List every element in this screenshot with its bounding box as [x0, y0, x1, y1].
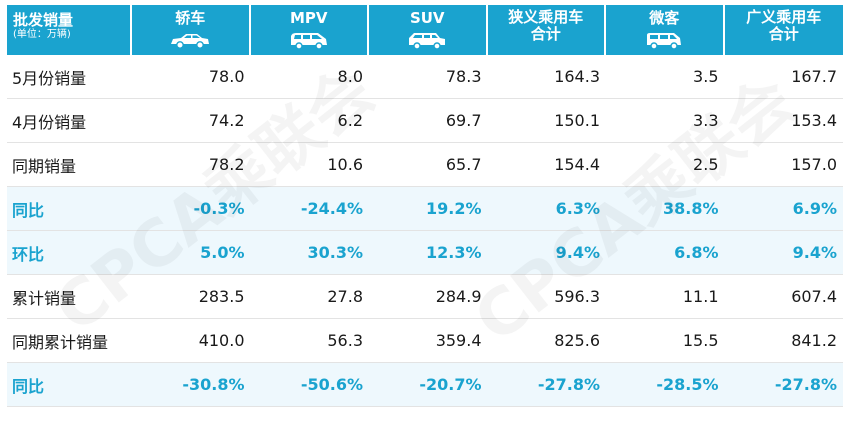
- table-cell: 157.0: [724, 143, 843, 187]
- row-label: 同比: [7, 187, 132, 231]
- table-cell: 150.1: [487, 99, 606, 143]
- table-cell: 841.2: [724, 319, 843, 363]
- table-cell: 78.0: [132, 55, 251, 99]
- unit-note: (单位：万辆): [13, 29, 71, 40]
- header-label: SUV: [409, 9, 445, 27]
- table-cell: 65.7: [369, 143, 488, 187]
- header-row: 批发销量 (单位：万辆) 轿车 MPV: [7, 5, 843, 55]
- header-label-line2: 合计: [530, 25, 561, 43]
- table-cell: 30.3%: [250, 231, 369, 275]
- header-broad-passenger-total: 广义乘用车 合计: [724, 5, 843, 55]
- table-cell: 5.0%: [132, 231, 251, 275]
- table-cell: 6.8%: [606, 231, 725, 275]
- table-cell: 78.3: [369, 55, 488, 99]
- table-cell: 9.4%: [724, 231, 843, 275]
- row-label: 环比: [7, 231, 132, 275]
- row-label: 同比: [7, 363, 132, 407]
- table-cell: -27.8%: [724, 363, 843, 407]
- table-row: 同比 -0.3% -24.4% 19.2% 6.3% 38.8% 6.9%: [7, 187, 843, 231]
- table-cell: 6.2: [250, 99, 369, 143]
- table-cell: 410.0: [132, 319, 251, 363]
- row-label: 同期销量: [7, 143, 132, 187]
- header-label: 狭义乘用车: [508, 8, 584, 26]
- header-label: MPV: [289, 9, 328, 27]
- table-cell: -20.7%: [369, 363, 488, 407]
- table-row: 累计销量 283.5 27.8 284.9 596.3 11.1 607.4: [7, 275, 843, 319]
- table-cell: 3.5: [606, 55, 725, 99]
- sedan-icon: [171, 34, 210, 49]
- header-label: 微客: [649, 9, 680, 27]
- table-body: 5月份销量 78.0 8.0 78.3 164.3 3.5 167.7 4月份销量 74.2 6.…: [7, 55, 843, 407]
- table-cell: 8.0: [250, 55, 369, 99]
- table-cell: 164.3: [487, 55, 606, 99]
- header-suv: SUV: [369, 5, 488, 55]
- table-cell: 154.4: [487, 143, 606, 187]
- table-cell: 12.3%: [369, 231, 488, 275]
- header-sedan: 轿车: [132, 5, 251, 55]
- table-cell: 284.9: [369, 275, 488, 319]
- table-cell: 10.6: [250, 143, 369, 187]
- table-cell: 15.5: [606, 319, 725, 363]
- table-cell: -50.6%: [250, 363, 369, 407]
- table-cell: -27.8%: [487, 363, 606, 407]
- table-cell: 607.4: [724, 275, 843, 319]
- table-row: 4月份销量 74.2 6.2 69.7 150.1 3.3 153.4: [7, 99, 843, 143]
- header-mpv: MPV: [250, 5, 369, 55]
- table-cell: 6.3%: [487, 187, 606, 231]
- table-cell: 596.3: [487, 275, 606, 319]
- table-cell: 6.9%: [724, 187, 843, 231]
- table-cell: 359.4: [369, 319, 488, 363]
- table-row: 同期销量 78.2 10.6 65.7 154.4 2.5 157.0: [7, 143, 843, 187]
- table-cell: 27.8: [250, 275, 369, 319]
- table-cell: 2.5: [606, 143, 725, 187]
- table-cell: -0.3%: [132, 187, 251, 231]
- header-minivan: 微客: [606, 5, 725, 55]
- table-cell: 825.6: [487, 319, 606, 363]
- table-cell: 56.3: [250, 319, 369, 363]
- table-cell: 78.2: [132, 143, 251, 187]
- wholesale-sales-table: 批发销量 (单位：万辆) 轿车 MPV: [7, 5, 843, 407]
- table-row: 同比 -30.8% -50.6% -20.7% -27.8% -28.5% -27.8%: [7, 363, 843, 407]
- row-label: 4月份销量: [7, 99, 132, 143]
- table-row: 环比 5.0% 30.3% 12.3% 9.4% 6.8% 9.4%: [7, 231, 843, 275]
- table-cell: -24.4%: [250, 187, 369, 231]
- table-cell: 167.7: [724, 55, 843, 99]
- row-label: 累计销量: [7, 275, 132, 319]
- table-cell: -30.8%: [132, 363, 251, 407]
- table-cell: 283.5: [132, 275, 251, 319]
- header-label-line2: 合计: [768, 25, 799, 43]
- table-cell: 153.4: [724, 99, 843, 143]
- table-cell: 19.2%: [369, 187, 488, 231]
- table-cell: 9.4%: [487, 231, 606, 275]
- table-cell: 38.8%: [606, 187, 725, 231]
- table-cell: 11.1: [606, 275, 725, 319]
- minivan-icon: [647, 33, 682, 50]
- suv-icon: [409, 33, 446, 50]
- mpv-icon: [290, 33, 327, 50]
- header-label: 广义乘用车: [746, 8, 822, 26]
- table-row: 5月份销量 78.0 8.0 78.3 164.3 3.5 167.7: [7, 55, 843, 99]
- row-label: 同期累计销量: [7, 319, 132, 363]
- table-title: 批发销量: [13, 11, 74, 29]
- header-narrow-passenger-total: 狭义乘用车 合计: [487, 5, 606, 55]
- table-row: 同期累计销量 410.0 56.3 359.4 825.6 15.5 841.2: [7, 319, 843, 363]
- table-cell: 69.7: [369, 99, 488, 143]
- header-title-cell: 批发销量 (单位：万辆): [7, 5, 132, 55]
- table-cell: 74.2: [132, 99, 251, 143]
- row-label: 5月份销量: [7, 55, 132, 99]
- table-cell: -28.5%: [606, 363, 725, 407]
- header-label: 轿车: [175, 9, 206, 27]
- table-cell: 3.3: [606, 99, 725, 143]
